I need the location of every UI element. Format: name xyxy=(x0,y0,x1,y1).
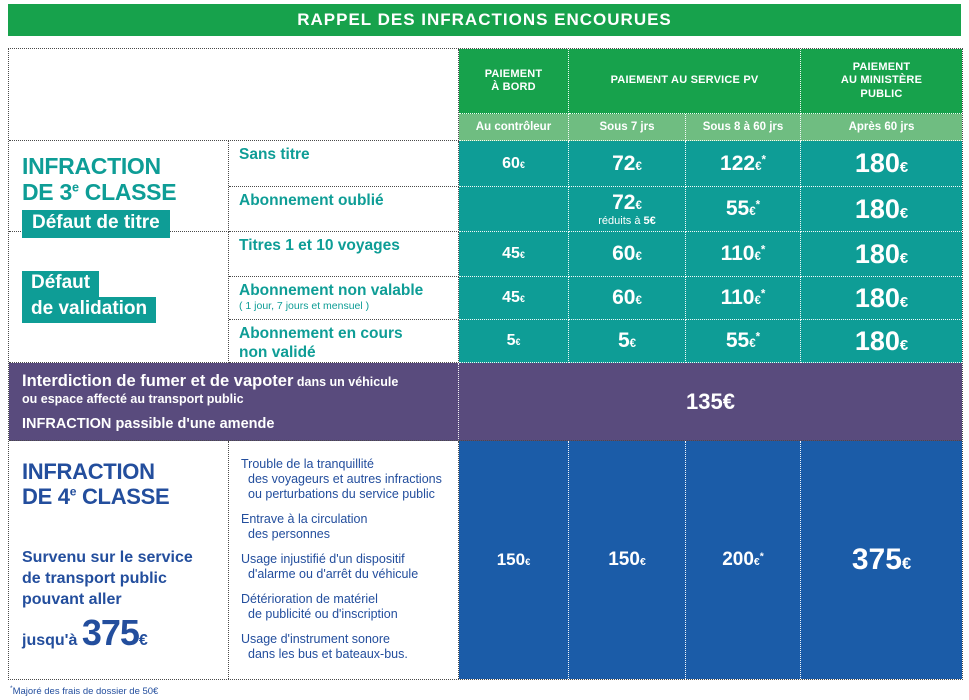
offense-item: Entrave à la circulation des personnes xyxy=(241,512,368,541)
row-label-abonnement-en-cours: Abonnement en cours non validé xyxy=(229,320,459,363)
col-header-paiement-a-bord: PAIEMENT À BORD xyxy=(459,49,569,114)
fare-cell: 122€* xyxy=(686,141,801,187)
fare-cell: 5€ xyxy=(459,320,569,363)
subheader-sous-7-jrs: Sous 7 jrs xyxy=(569,114,686,141)
fare-cell: 45€ xyxy=(459,232,569,277)
fine-cell: 375€ xyxy=(801,441,962,679)
fare-cell: 55€* xyxy=(686,187,801,232)
fare-cell: 110€* xyxy=(686,277,801,320)
fare-cell: 180€ xyxy=(801,232,962,277)
fare-cell: 180€ xyxy=(801,141,962,187)
section-title-line: DE 4e CLASSE xyxy=(22,484,170,509)
fare-cell: 5€ xyxy=(569,320,686,363)
badge-defaut-de-titre: Défaut de titre xyxy=(22,210,170,238)
row-label-abonnement-oublie: Abonnement oublié xyxy=(229,187,459,232)
fine-cell: 150€ xyxy=(459,441,569,679)
section-title: INFRACTION DE 4e CLASSE xyxy=(22,459,228,509)
smoking-ban-line: INFRACTION passible d'une amende xyxy=(22,416,275,432)
header-empty-cell xyxy=(9,49,459,141)
header-line: PUBLIC xyxy=(860,87,903,100)
smoking-ban-banner: Interdiction de fumer et de vapoter dans… xyxy=(9,363,459,441)
footnote: *Majoré des frais de dossier de 50€ xyxy=(10,685,159,698)
section-title-line: DE 3e CLASSE xyxy=(22,179,177,205)
fare-cell: 55€* xyxy=(686,320,801,363)
page-title: RAPPEL DES INFRACTIONS ENCOURUES xyxy=(8,4,961,36)
col-header-paiement-service-pv: PAIEMENT AU SERVICE PV xyxy=(569,49,801,114)
offense-item: Usage d'instrument sonore dans les bus e… xyxy=(241,632,408,661)
fares-table: PAIEMENT À BORD PAIEMENT AU SERVICE PV P… xyxy=(8,48,963,680)
header-line: PAIEMENT AU SERVICE PV xyxy=(610,74,759,87)
badge-defaut-line: Défaut xyxy=(22,271,100,297)
section-4e-classe: INFRACTION DE 4e CLASSE Survenu sur le s… xyxy=(9,441,229,679)
fare-cell: 60€ xyxy=(569,277,686,320)
header-line: À BORD xyxy=(491,81,536,93)
fare-cell: 45€ xyxy=(459,277,569,320)
fare-cell: 72€ réduits à 5€ xyxy=(569,187,686,232)
badge-defaut-line: de validation xyxy=(22,297,157,323)
header-line: AU MINISTÈRE xyxy=(840,74,923,87)
subheader-apres-60-jrs: Après 60 jrs xyxy=(801,114,962,141)
fare-cell: 180€ xyxy=(801,187,962,232)
section-description: Survenu sur le service de transport publ… xyxy=(22,549,193,608)
offense-item: Détérioration de matériel de publicité o… xyxy=(241,592,398,621)
section-defaut-de-validation: Défaut de validation xyxy=(9,232,229,363)
max-fine: jusqu'à 375€ xyxy=(22,612,148,653)
fine-cell: 200€* xyxy=(686,441,801,679)
fare-cell: 60€ xyxy=(459,141,569,187)
fare-cell: 110€* xyxy=(686,232,801,277)
section-title-line: INFRACTION xyxy=(22,459,155,484)
offense-item: Usage injustifié d'un dispositif d'alarm… xyxy=(241,552,419,581)
header-line: PAIEMENT xyxy=(852,60,911,73)
row-label-sans-titre: Sans titre xyxy=(229,141,459,187)
fare-cell: 72€ xyxy=(569,141,686,187)
fare-cell: 180€ xyxy=(801,320,962,363)
fare-cell: 180€ xyxy=(801,277,962,320)
smoking-ban-line: Interdiction de fumer et de vapoter dans… xyxy=(22,372,399,390)
header-line: PAIEMENT xyxy=(484,67,543,80)
smoking-fine-cell: 135€ xyxy=(459,363,962,441)
row-label-titres-voyages: Titres 1 et 10 voyages xyxy=(229,232,459,277)
section-title-line: INFRACTION xyxy=(22,153,161,179)
section-title: INFRACTION DE 3e CLASSE xyxy=(22,153,228,205)
smoking-ban-line: ou espace affecté au transport public xyxy=(22,392,244,406)
subheader-sous-8-a-60-jrs: Sous 8 à 60 jrs xyxy=(686,114,801,141)
fare-cell-note: réduits à 5€ xyxy=(598,215,656,227)
subheader-au-controleur: Au contrôleur xyxy=(459,114,569,141)
fare-cell-empty xyxy=(459,187,569,232)
offense-list: Trouble de la tranquillité des voyageurs… xyxy=(229,441,459,679)
fine-cell: 150€ xyxy=(569,441,686,679)
offense-item: Trouble de la tranquillité des voyageurs… xyxy=(241,457,442,501)
row-label-abonnement-non-valable: Abonnement non valable ( 1 jour, 7 jours… xyxy=(229,277,459,320)
col-header-ministere-public: PAIEMENT AU MINISTÈRE PUBLIC xyxy=(801,49,962,114)
fare-cell: 60€ xyxy=(569,232,686,277)
row-label-detail: ( 1 jour, 7 jours et mensuel ) xyxy=(239,300,370,312)
section-3e-classe-defaut-de-titre: INFRACTION DE 3e CLASSE Défaut de titre xyxy=(9,141,229,238)
